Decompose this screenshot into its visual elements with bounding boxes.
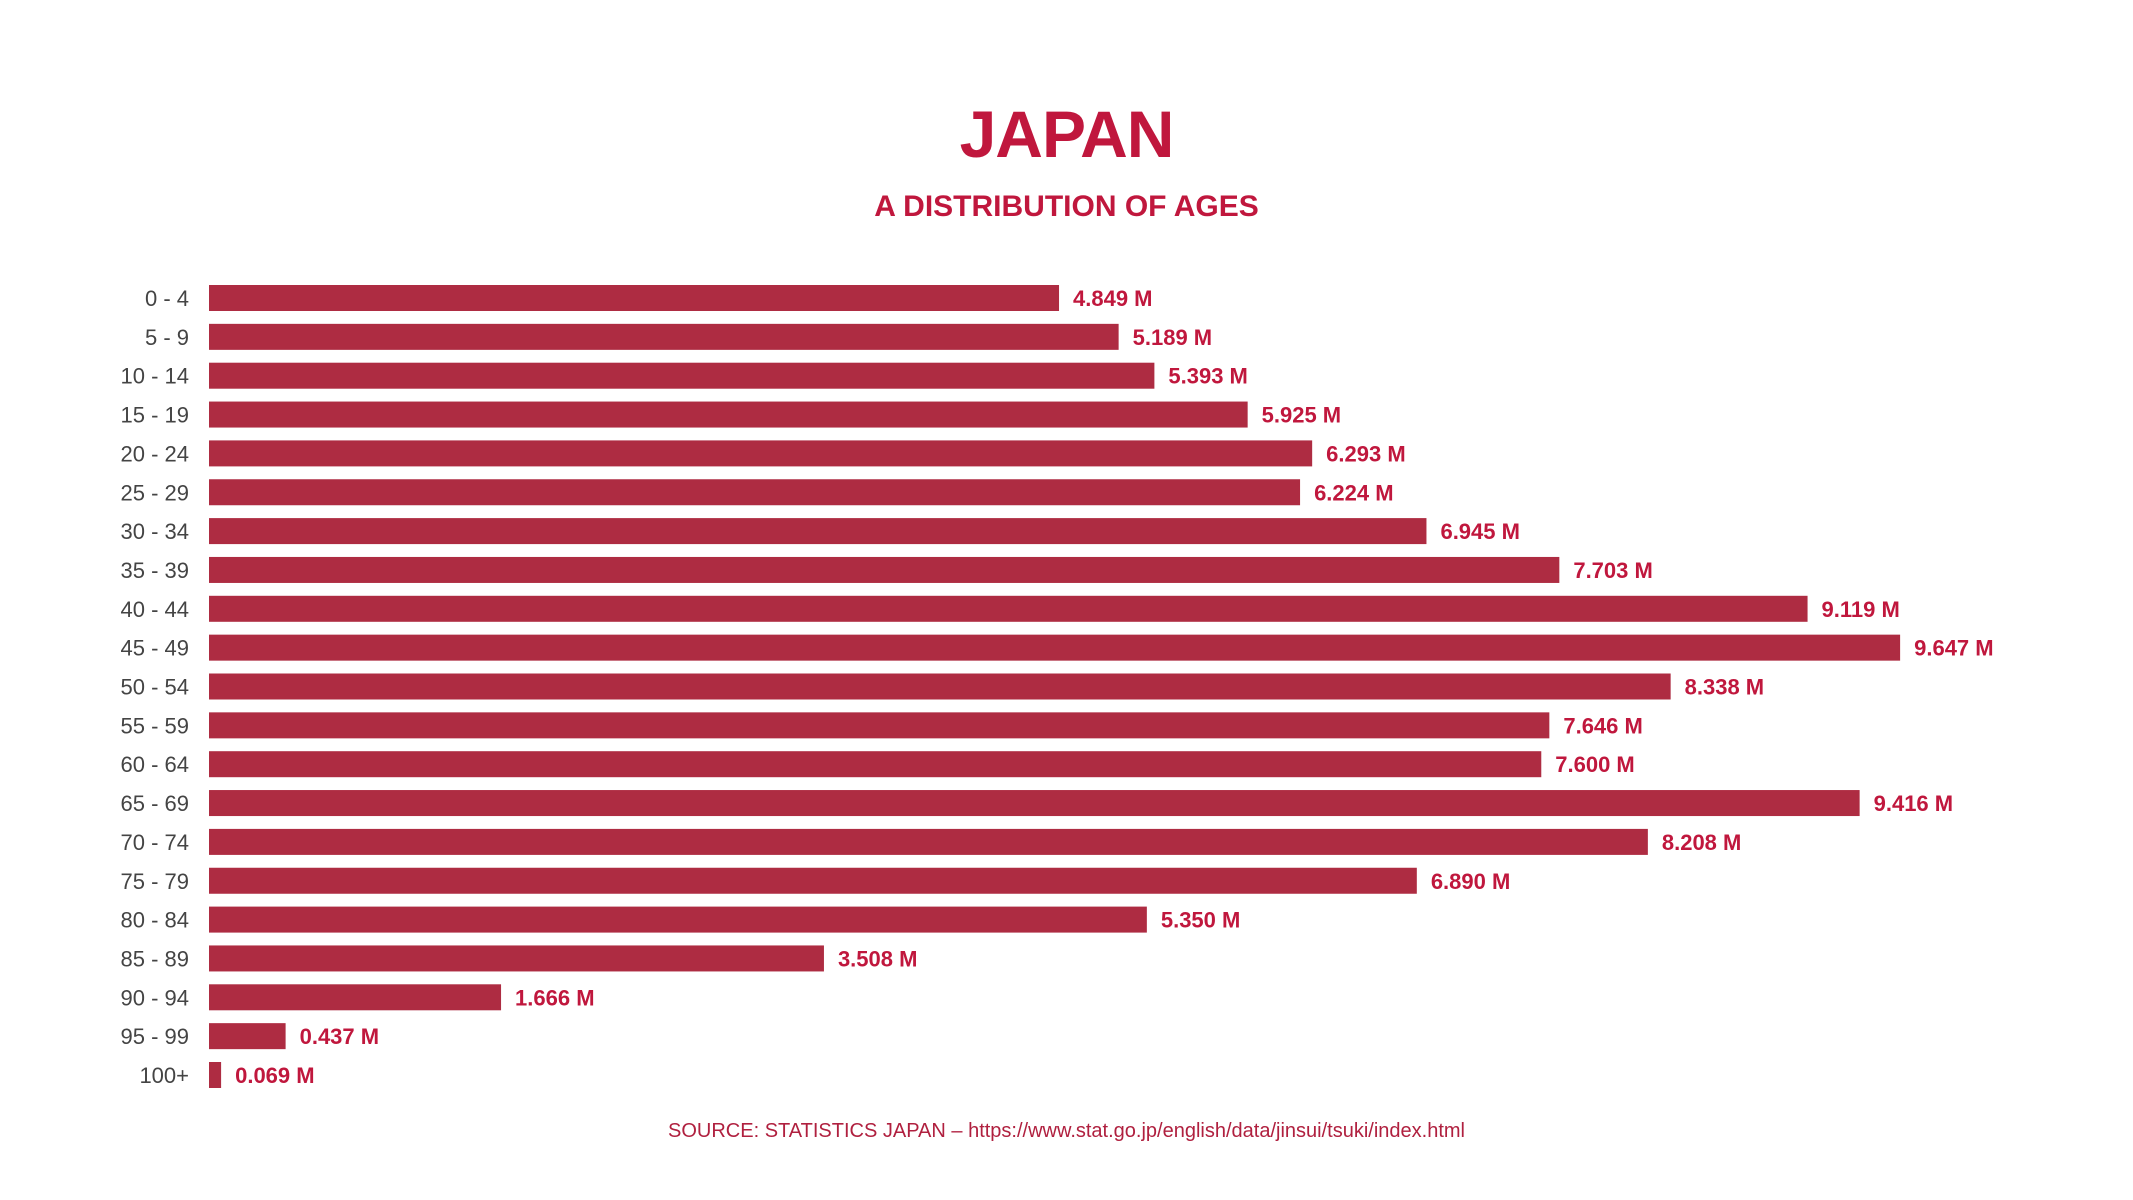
data-label: 0.437 M xyxy=(300,1024,380,1049)
bar xyxy=(209,479,1301,506)
category-label: 70 - 74 xyxy=(121,830,190,855)
data-label: 6.293 M xyxy=(1326,441,1406,466)
category-label: 20 - 24 xyxy=(121,441,190,466)
category-label: 35 - 39 xyxy=(121,558,190,583)
category-label: 0 - 4 xyxy=(145,286,189,311)
data-label: 7.600 M xyxy=(1555,752,1635,777)
chart-subtitle: A DISTRIBUTION OF AGES xyxy=(874,190,1259,223)
bar xyxy=(209,285,1060,311)
bar xyxy=(209,751,1542,778)
bar xyxy=(209,828,1648,855)
category-label: 5 - 9 xyxy=(145,325,189,350)
data-label: 5.925 M xyxy=(1262,403,1342,428)
bar xyxy=(209,362,1155,389)
data-label: 6.945 M xyxy=(1440,519,1520,544)
data-label: 9.416 M xyxy=(1874,791,1954,816)
bar xyxy=(209,712,1550,739)
bar xyxy=(209,984,502,1011)
category-label: 10 - 14 xyxy=(121,364,190,389)
data-label: 7.646 M xyxy=(1563,713,1643,738)
category-label: 15 - 19 xyxy=(121,403,190,428)
bar xyxy=(209,1062,222,1088)
category-label: 40 - 44 xyxy=(121,597,190,622)
category-label: 95 - 99 xyxy=(121,1024,190,1049)
data-label: 8.208 M xyxy=(1662,830,1742,855)
data-label: 6.224 M xyxy=(1314,480,1394,505)
bar xyxy=(209,440,1313,467)
category-label: 75 - 79 xyxy=(121,869,190,894)
data-label: 5.189 M xyxy=(1133,325,1213,350)
data-label: 5.393 M xyxy=(1168,364,1248,389)
category-label: 65 - 69 xyxy=(121,791,190,816)
bar xyxy=(209,906,1147,933)
bar xyxy=(209,1023,286,1050)
bar xyxy=(209,673,1671,700)
data-label: 6.890 M xyxy=(1431,869,1511,894)
data-label: 7.703 M xyxy=(1573,558,1653,583)
bar xyxy=(209,595,1808,622)
category-label: 30 - 34 xyxy=(121,519,190,544)
chart-title: JAPAN xyxy=(959,97,1175,171)
data-label: 8.338 M xyxy=(1685,675,1765,700)
bar xyxy=(209,634,1901,661)
category-label: 80 - 84 xyxy=(121,908,190,933)
category-label: 45 - 49 xyxy=(121,636,190,661)
bar xyxy=(209,790,1860,817)
bar xyxy=(209,867,1417,894)
category-label: 100+ xyxy=(139,1063,189,1088)
data-label: 9.119 M xyxy=(1822,597,1900,622)
data-label: 5.350 M xyxy=(1161,908,1241,933)
category-label: 90 - 94 xyxy=(121,985,190,1010)
bar xyxy=(209,556,1560,583)
bar xyxy=(209,323,1119,350)
bar xyxy=(209,518,1427,545)
bar xyxy=(209,401,1248,428)
category-label: 60 - 64 xyxy=(121,752,190,777)
category-label: 50 - 54 xyxy=(121,675,190,700)
bar xyxy=(209,945,824,972)
data-label: 3.508 M xyxy=(838,946,918,971)
category-label: 25 - 29 xyxy=(121,480,190,505)
category-label: 85 - 89 xyxy=(121,946,190,971)
category-label: 55 - 59 xyxy=(121,713,190,738)
source-note: SOURCE: STATISTICS JAPAN – https://www.s… xyxy=(668,1120,1465,1142)
data-label: 0.069 M xyxy=(235,1063,315,1088)
data-label: 1.666 M xyxy=(515,985,595,1010)
data-label: 9.647 M xyxy=(1914,636,1994,661)
data-label: 4.849 M xyxy=(1073,286,1153,311)
